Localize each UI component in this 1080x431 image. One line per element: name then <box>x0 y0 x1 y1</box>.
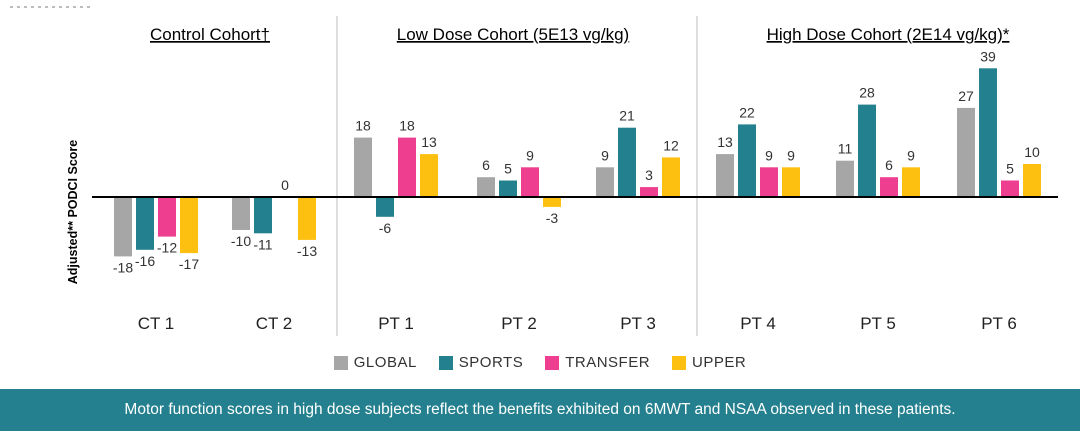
value-label-upper-pt-1: 13 <box>421 134 437 150</box>
bar-transfer-pt-4 <box>760 167 778 197</box>
category-label-ct-2: CT 2 <box>256 314 293 333</box>
bar-global-pt-6 <box>957 107 975 197</box>
category-label-pt-3: PT 3 <box>620 314 656 333</box>
value-label-global-pt-4: 13 <box>717 134 733 150</box>
bar-upper-ct-1 <box>180 197 198 254</box>
bar-upper-pt-2 <box>543 197 561 207</box>
legend-item-transfer: TRANSFER <box>545 354 650 371</box>
value-label-transfer-pt-4: 9 <box>765 147 773 163</box>
category-label-pt-1: PT 1 <box>378 314 414 333</box>
category-label-pt-4: PT 4 <box>740 314 776 333</box>
value-label-global-pt-6: 27 <box>958 88 974 104</box>
bar-global-ct-1 <box>114 197 132 257</box>
value-label-transfer-pt-5: 6 <box>885 157 893 173</box>
y-axis-label: Adjusted** PODCI Score <box>66 140 80 285</box>
value-label-sports-pt-3: 21 <box>619 108 635 124</box>
value-label-sports-pt-2: 5 <box>504 161 512 177</box>
legend-label-sports: SPORTS <box>458 354 524 371</box>
legend-label-global: GLOBAL <box>353 354 417 371</box>
value-label-global-pt-1: 18 <box>355 118 371 134</box>
legend-swatch-global <box>333 355 348 370</box>
legend-swatch-transfer <box>545 355 560 370</box>
legend-label-upper: UPPER <box>692 354 747 371</box>
bar-transfer-pt-2 <box>521 167 539 197</box>
value-label-sports-pt-1: -6 <box>379 220 392 236</box>
bar-upper-pt-3 <box>662 157 680 197</box>
value-label-sports-pt-6: 39 <box>980 48 996 64</box>
bar-global-pt-1 <box>354 137 372 197</box>
category-label-pt-6: PT 6 <box>981 314 1017 333</box>
bar-sports-ct-1 <box>136 197 154 250</box>
value-label-upper-ct-1: -17 <box>179 256 199 272</box>
bar-upper-pt-6 <box>1023 164 1041 197</box>
value-label-transfer-pt-1: 18 <box>399 118 415 134</box>
value-label-upper-pt-2: -3 <box>546 210 559 226</box>
footer-banner: Motor function scores in high dose subje… <box>0 389 1080 431</box>
value-label-transfer-ct-2: 0 <box>281 177 289 193</box>
legend-swatch-sports <box>438 355 453 370</box>
podci-bar-chart: Control Cohort† Low Dose Cohort (5E13 vg/… <box>66 16 1058 336</box>
bar-global-pt-2 <box>477 177 495 197</box>
value-label-transfer-pt-3: 3 <box>645 167 653 183</box>
decorative-dots <box>10 6 94 8</box>
value-label-sports-pt-4: 22 <box>739 104 755 120</box>
value-label-global-pt-3: 9 <box>601 147 609 163</box>
value-label-upper-pt-6: 10 <box>1024 144 1040 160</box>
bar-global-pt-4 <box>716 154 734 197</box>
value-label-global-ct-1: -18 <box>113 259 133 275</box>
chart-legend: GLOBAL SPORTS TRANSFER UPPER <box>0 354 1080 371</box>
value-label-sports-pt-5: 28 <box>859 85 875 101</box>
bar-transfer-ct-1 <box>158 197 176 237</box>
bar-global-pt-3 <box>596 167 614 197</box>
value-label-upper-pt-3: 12 <box>663 137 679 153</box>
value-label-global-pt-2: 6 <box>482 157 490 173</box>
bar-sports-pt-3 <box>618 127 636 197</box>
bar-sports-pt-6 <box>979 68 997 197</box>
value-label-transfer-pt-6: 5 <box>1006 161 1014 177</box>
bar-transfer-pt-6 <box>1001 180 1019 197</box>
legend-label-transfer: TRANSFER <box>565 354 651 371</box>
bar-sports-pt-2 <box>499 180 517 197</box>
bar-sports-pt-1 <box>376 197 394 217</box>
value-label-upper-pt-5: 9 <box>907 147 915 163</box>
bar-sports-ct-2 <box>254 197 272 234</box>
bar-global-pt-5 <box>836 160 854 197</box>
legend-item-global: GLOBAL <box>333 354 417 371</box>
bar-upper-pt-1 <box>420 154 438 197</box>
bar-upper-pt-4 <box>782 167 800 197</box>
value-label-upper-ct-2: -13 <box>297 243 317 259</box>
value-label-global-ct-2: -10 <box>231 233 251 249</box>
bar-sports-pt-4 <box>738 124 756 197</box>
bar-transfer-pt-5 <box>880 177 898 197</box>
bar-sports-pt-5 <box>858 104 876 197</box>
legend-swatch-upper <box>672 355 687 370</box>
bar-upper-pt-5 <box>902 167 920 197</box>
bar-transfer-pt-3 <box>640 187 658 197</box>
bar-global-ct-2 <box>232 197 250 230</box>
category-label-pt-5: PT 5 <box>860 314 896 333</box>
cohort-title: High Dose Cohort (2E14 vg/kg)* <box>767 25 1010 44</box>
value-label-upper-pt-4: 9 <box>787 147 795 163</box>
value-label-global-pt-5: 11 <box>838 141 853 157</box>
bar-upper-ct-2 <box>298 197 316 240</box>
cohort-title: Control Cohort† <box>150 25 270 44</box>
value-label-transfer-pt-2: 9 <box>526 147 534 163</box>
category-label-pt-2: PT 2 <box>501 314 537 333</box>
value-label-sports-ct-1: -16 <box>135 253 155 269</box>
cohort-title: Low Dose Cohort (5E13 vg/kg) <box>397 25 629 44</box>
legend-item-upper: UPPER <box>672 354 746 371</box>
value-label-sports-ct-2: -11 <box>253 236 272 252</box>
category-label-ct-1: CT 1 <box>138 314 175 333</box>
banner-text: Motor function scores in high dose subje… <box>124 401 956 418</box>
bar-transfer-pt-1 <box>398 137 416 197</box>
legend-item-sports: SPORTS <box>438 354 524 371</box>
value-label-transfer-ct-1: -12 <box>157 240 177 256</box>
